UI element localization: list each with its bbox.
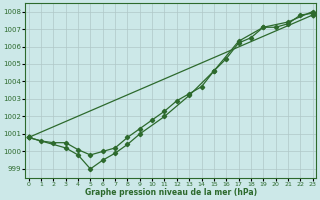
X-axis label: Graphe pression niveau de la mer (hPa): Graphe pression niveau de la mer (hPa) bbox=[84, 188, 257, 197]
